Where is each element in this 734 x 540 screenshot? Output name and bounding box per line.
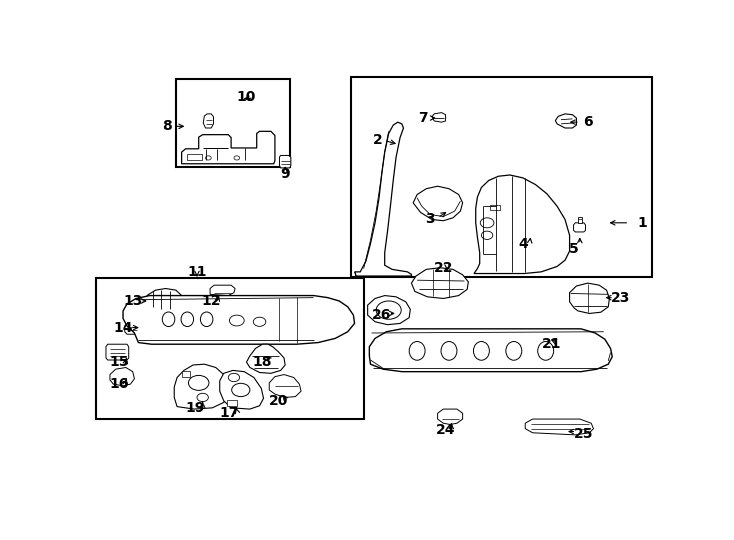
Text: 19: 19 bbox=[186, 401, 205, 415]
Polygon shape bbox=[369, 329, 612, 372]
Polygon shape bbox=[269, 375, 301, 397]
Text: 8: 8 bbox=[162, 119, 172, 133]
Ellipse shape bbox=[409, 341, 425, 360]
Text: 5: 5 bbox=[570, 241, 579, 255]
Text: 10: 10 bbox=[237, 90, 256, 104]
Polygon shape bbox=[210, 285, 235, 295]
Polygon shape bbox=[578, 217, 582, 223]
Polygon shape bbox=[368, 295, 410, 325]
Text: 23: 23 bbox=[611, 292, 631, 306]
Text: 7: 7 bbox=[418, 111, 428, 125]
Polygon shape bbox=[570, 283, 609, 313]
Text: 18: 18 bbox=[252, 355, 272, 369]
Polygon shape bbox=[432, 113, 446, 122]
Bar bbox=[181, 371, 190, 377]
Bar bbox=[187, 154, 202, 160]
Bar bbox=[96, 278, 363, 419]
Polygon shape bbox=[526, 419, 594, 435]
Polygon shape bbox=[247, 344, 285, 373]
Polygon shape bbox=[174, 364, 228, 409]
Text: 11: 11 bbox=[187, 265, 207, 279]
Ellipse shape bbox=[538, 341, 553, 360]
Polygon shape bbox=[219, 370, 264, 409]
Polygon shape bbox=[474, 175, 570, 274]
Text: 24: 24 bbox=[436, 423, 455, 437]
Text: 3: 3 bbox=[426, 212, 435, 226]
Bar bbox=[490, 205, 500, 210]
Polygon shape bbox=[412, 268, 468, 299]
Text: 2: 2 bbox=[372, 133, 382, 147]
Bar bbox=[176, 79, 290, 167]
Text: 4: 4 bbox=[518, 238, 528, 252]
Polygon shape bbox=[106, 344, 128, 360]
Text: 17: 17 bbox=[219, 406, 239, 420]
Text: 1: 1 bbox=[638, 216, 647, 230]
Polygon shape bbox=[203, 114, 214, 128]
Text: 14: 14 bbox=[113, 321, 133, 335]
Polygon shape bbox=[573, 223, 586, 232]
Bar bbox=[227, 400, 237, 406]
Polygon shape bbox=[125, 322, 140, 334]
Text: 21: 21 bbox=[542, 337, 561, 351]
Polygon shape bbox=[280, 156, 291, 168]
Polygon shape bbox=[144, 288, 184, 312]
Ellipse shape bbox=[181, 312, 194, 327]
Polygon shape bbox=[181, 131, 275, 164]
Polygon shape bbox=[355, 122, 412, 276]
Bar bbox=[351, 77, 652, 277]
Ellipse shape bbox=[506, 341, 522, 360]
Polygon shape bbox=[110, 368, 134, 386]
Ellipse shape bbox=[441, 341, 457, 360]
Polygon shape bbox=[123, 295, 355, 344]
Ellipse shape bbox=[162, 312, 175, 327]
Text: 13: 13 bbox=[123, 294, 142, 308]
Text: 9: 9 bbox=[280, 167, 290, 181]
Polygon shape bbox=[556, 114, 576, 128]
Text: 20: 20 bbox=[269, 394, 288, 408]
Polygon shape bbox=[413, 186, 462, 221]
Ellipse shape bbox=[473, 341, 490, 360]
Text: 22: 22 bbox=[434, 261, 453, 275]
Polygon shape bbox=[437, 409, 462, 424]
Text: 25: 25 bbox=[574, 427, 594, 441]
Text: 15: 15 bbox=[109, 355, 128, 369]
Ellipse shape bbox=[200, 312, 213, 327]
Text: 26: 26 bbox=[372, 308, 391, 322]
Text: 6: 6 bbox=[583, 115, 592, 129]
Text: 16: 16 bbox=[109, 377, 128, 391]
Text: 12: 12 bbox=[201, 294, 221, 308]
